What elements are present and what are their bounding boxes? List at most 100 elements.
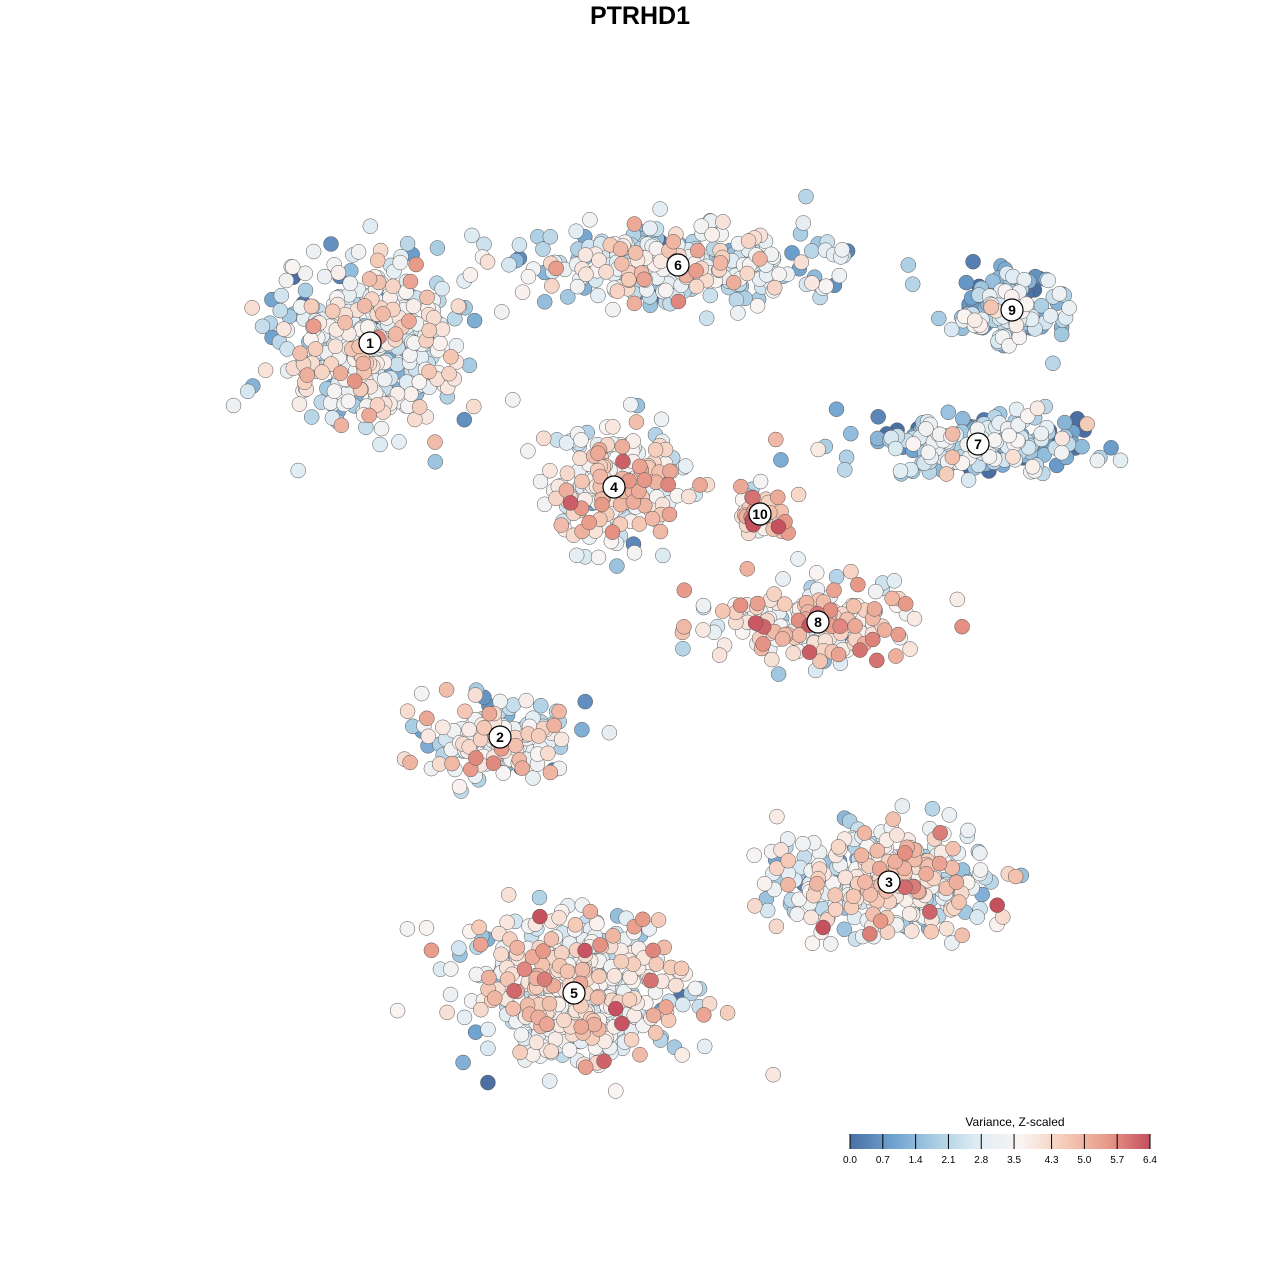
cell-point (525, 770, 541, 786)
cell-point (853, 847, 870, 863)
cell-point (901, 906, 918, 922)
cell-point (752, 473, 769, 490)
cell-point (562, 495, 579, 511)
cell-point (481, 969, 497, 986)
cell-point (920, 444, 937, 461)
cell-point (801, 644, 818, 660)
cluster-label-text: 8 (814, 614, 822, 630)
cell-point (411, 374, 428, 390)
cell-point (613, 953, 629, 970)
cell-point (1005, 449, 1021, 465)
cell-point (567, 917, 584, 933)
legend-tick-label: 2.8 (974, 1155, 988, 1166)
cell-point (532, 473, 549, 490)
cell-point (601, 724, 618, 741)
cell-point (372, 436, 388, 453)
cell-point (528, 1034, 545, 1051)
cell-point (435, 719, 451, 736)
cell-point (689, 242, 706, 259)
legend-tick-label: 3.5 (1007, 1155, 1021, 1166)
cell-point (471, 919, 487, 936)
cell-point (413, 685, 430, 702)
cell-point (795, 835, 811, 852)
cell-point (553, 517, 570, 533)
cell-point (876, 622, 893, 638)
cell-point (399, 921, 416, 937)
cell-point (756, 875, 773, 892)
cell-point (661, 506, 678, 523)
cell-point (652, 201, 668, 217)
cell-point (535, 430, 552, 447)
cell-point (951, 894, 967, 910)
cell-point (687, 980, 704, 997)
cell-point (869, 652, 885, 669)
cell-point (443, 349, 459, 365)
cell-point (536, 294, 553, 310)
cell-point (887, 853, 903, 870)
cell-point (850, 576, 866, 593)
cell-point (1029, 400, 1046, 417)
cell-point (766, 586, 782, 602)
cell-point (798, 188, 814, 205)
cell-point (505, 392, 521, 408)
cell-point (589, 915, 605, 932)
cell-point (938, 466, 955, 482)
cell-point (392, 254, 408, 271)
legend-tick-label: 0.0 (843, 1155, 857, 1166)
cell-point (476, 719, 492, 736)
cell-point (769, 808, 785, 825)
cell-point (596, 1053, 612, 1069)
cell-point (632, 1046, 648, 1063)
cell-point (856, 825, 873, 841)
cell-point (608, 1083, 624, 1099)
cell-point (441, 365, 457, 382)
cell-point (770, 489, 786, 506)
cell-point (954, 618, 970, 635)
cluster-label-text: 7 (974, 436, 982, 452)
cell-point (791, 891, 807, 908)
cell-point (432, 335, 448, 352)
cell-point (900, 257, 917, 273)
cell-point (836, 921, 853, 938)
cell-point (429, 240, 446, 256)
cell-point (402, 273, 419, 290)
cell-point (591, 252, 607, 268)
cell-point (790, 551, 806, 567)
cell-point (473, 1001, 489, 1018)
cell-point (810, 441, 826, 458)
cell-point (292, 345, 308, 361)
cell-point (612, 496, 629, 513)
cell-point (845, 888, 862, 905)
cell-point (652, 523, 669, 540)
cell-point (572, 450, 588, 467)
cell-point (681, 488, 697, 505)
cell-point (451, 778, 468, 795)
cell-point (578, 266, 594, 283)
cell-point (777, 596, 793, 612)
cell-point (604, 524, 621, 540)
cell-point (403, 386, 419, 402)
cell-point (577, 693, 593, 710)
cell-point (894, 798, 911, 814)
cell-point (501, 257, 517, 273)
cell-point (688, 263, 704, 279)
cell-point (273, 287, 290, 304)
cell-point (456, 1009, 473, 1026)
cell-point (621, 992, 638, 1008)
cell-point (542, 462, 558, 479)
cell-point (949, 591, 966, 608)
cell-point (809, 876, 825, 892)
cell-point (752, 251, 768, 267)
cell-point (305, 243, 322, 260)
cell-point (589, 989, 606, 1006)
cell-point (834, 242, 850, 258)
cell-point (327, 338, 344, 355)
cell-point (520, 268, 537, 285)
cell-point (427, 454, 444, 470)
cell-point (225, 397, 242, 414)
cell-point (902, 641, 918, 657)
cluster-labels-layer: 1 2 3 4 5 6 7 8 9 10 (358, 253, 1024, 1005)
cell-point (954, 927, 970, 944)
cell-point (676, 619, 692, 635)
cell-point (795, 215, 812, 231)
